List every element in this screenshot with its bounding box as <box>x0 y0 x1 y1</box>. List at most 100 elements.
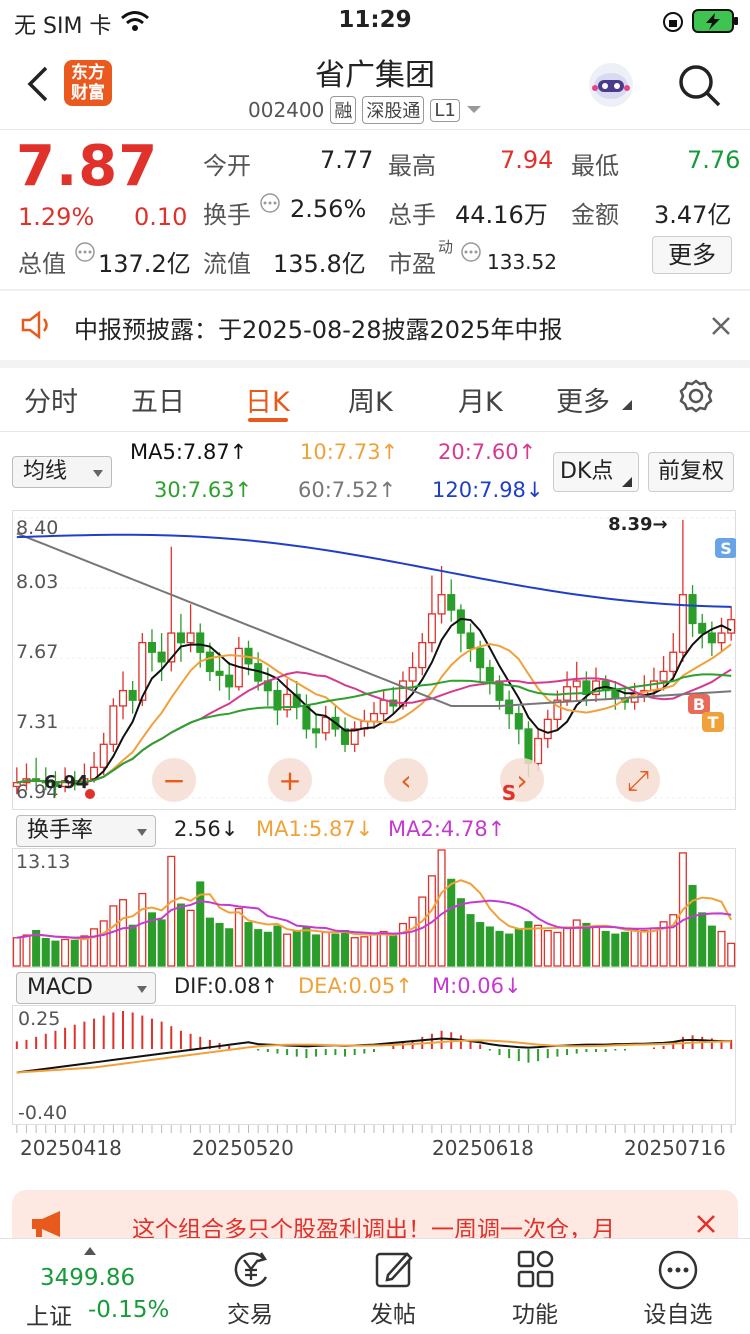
ma20-label: 20:7.60↑ <box>438 440 537 464</box>
turnover-bar <box>543 930 552 967</box>
ma60-label: 60:7.52↑ <box>298 478 397 502</box>
close-icon[interactable] <box>696 1214 716 1234</box>
turnover-bar <box>32 930 41 967</box>
stock-code-row: 002400 融 深股通 L1 <box>248 96 482 124</box>
indicator-select[interactable]: 均线 <box>12 456 112 488</box>
candle-body <box>427 613 436 644</box>
sell-signal-letter: S <box>720 539 732 558</box>
pe-label: 市盈 <box>388 250 436 278</box>
y-axis-label: 7.31 <box>16 711 58 733</box>
info-dots-icon[interactable] <box>259 192 281 214</box>
corner-arrow-icon <box>622 477 632 487</box>
turnover-bar <box>707 925 716 967</box>
turnover-bar <box>553 931 562 967</box>
candle-body <box>611 689 620 699</box>
candle-body <box>147 642 157 653</box>
candle-body <box>678 594 687 653</box>
clock: 11:29 <box>338 7 412 33</box>
sell-signal-badge <box>715 538 736 558</box>
volume-indicator-select[interactable]: 换手率 <box>16 815 156 847</box>
turnover-bar <box>118 899 128 967</box>
turnover-bar <box>321 931 330 967</box>
candle-body <box>698 622 707 634</box>
turnover-bar <box>109 905 118 967</box>
turnover-bar <box>244 922 253 967</box>
candle-body <box>379 699 388 715</box>
candle-body <box>341 728 350 745</box>
adjust-button[interactable]: 前复权 <box>648 452 734 492</box>
back-arrow-icon[interactable] <box>24 64 54 104</box>
zoom-out-icon[interactable] <box>152 758 196 802</box>
announcement-bar[interactable]: 中报预披露：于2025-08-28披露2025年中报 <box>0 292 750 358</box>
carrier-label: 无 SIM 卡 <box>14 14 112 39</box>
macd-indicator-select[interactable]: MACD <box>16 972 156 1004</box>
candle-body <box>128 689 137 701</box>
candle-body <box>321 716 330 734</box>
candle-body <box>476 647 485 669</box>
turnover-bar <box>61 938 70 967</box>
turnover-bar <box>205 917 214 967</box>
candle-body <box>99 743 108 768</box>
macd-chart[interactable]: 0.25 -0.40 20250418 20250520 20250618 2025071… <box>12 1005 736 1175</box>
dk-point-button[interactable]: DK点 <box>553 452 639 492</box>
index-change: -0.15% <box>88 1297 170 1323</box>
tab-five-day[interactable]: 五日 <box>131 387 185 418</box>
turnover-bar <box>466 914 475 967</box>
turnover-bar <box>485 926 494 967</box>
close-icon[interactable] <box>711 316 731 336</box>
tab-more[interactable]: 更多 <box>556 387 610 418</box>
turnover-bar <box>688 884 697 967</box>
tab-intraday[interactable]: 分时 <box>24 387 78 418</box>
ma60-line <box>16 532 732 707</box>
robot-assistant-icon[interactable] <box>586 60 636 110</box>
candle-body <box>553 699 562 721</box>
turnover-bar <box>408 916 417 967</box>
candle-body <box>659 670 668 682</box>
candle-body <box>283 693 292 711</box>
turnover-bar <box>495 930 504 967</box>
turnover-ma2-label: MA2:4.78↑ <box>388 817 506 841</box>
more-quote-button[interactable]: 更多 <box>652 236 732 274</box>
candle-body <box>447 594 456 611</box>
change-amount: 0.10 <box>134 203 188 231</box>
active-tab-indicator <box>248 418 288 422</box>
dropdown-icon[interactable] <box>466 105 482 115</box>
nav-post[interactable]: 发帖 <box>318 1239 468 1334</box>
fullscreen-icon[interactable] <box>616 758 660 802</box>
candle-body <box>582 680 591 696</box>
turnover-bar <box>157 919 166 967</box>
info-dots-icon[interactable] <box>460 241 482 263</box>
search-icon[interactable] <box>676 62 722 108</box>
turnover-chart[interactable]: 13.13 <box>12 848 736 968</box>
scroll-right-icon[interactable] <box>500 758 544 802</box>
candle-body <box>215 670 224 676</box>
turnover-bar <box>601 930 610 967</box>
nav-trade[interactable]: 交易 <box>175 1239 325 1334</box>
candle-body <box>505 699 514 715</box>
info-dots-icon[interactable] <box>74 241 96 263</box>
mcap-value: 137.2亿 <box>98 250 191 278</box>
ma120-label: 120:7.98↓ <box>432 478 544 502</box>
trade-signal-letter: T <box>708 713 719 732</box>
macd-bottom-label: -0.40 <box>18 1102 67 1124</box>
low-value: 7.76 <box>687 146 741 174</box>
nav-trade-label: 交易 <box>227 1302 273 1328</box>
scroll-left-icon[interactable] <box>384 758 428 802</box>
tab-monthly-k[interactable]: 月K <box>458 387 503 418</box>
index-value: 3499.86 <box>40 1265 136 1291</box>
tab-daily-k[interactable]: 日K <box>245 387 290 418</box>
candle-body <box>418 642 427 669</box>
nav-add-watchlist[interactable]: 设自选 <box>603 1239 750 1334</box>
nav-functions-label: 功能 <box>512 1302 558 1328</box>
gear-icon[interactable] <box>678 378 714 414</box>
candle-body <box>176 632 185 644</box>
tab-weekly-k[interactable]: 周K <box>348 387 393 418</box>
turnover-bar <box>398 922 407 967</box>
zoom-in-icon[interactable] <box>268 758 312 802</box>
date-axis-label: 20250618 <box>432 1136 534 1160</box>
nav-functions[interactable]: 功能 <box>460 1239 610 1334</box>
eastmoney-logo: 东方 财富 <box>64 60 112 106</box>
y-axis-label: 8.40 <box>16 517 58 539</box>
index-ticker[interactable]: 3499.86 上证 -0.15% <box>0 1239 169 1334</box>
